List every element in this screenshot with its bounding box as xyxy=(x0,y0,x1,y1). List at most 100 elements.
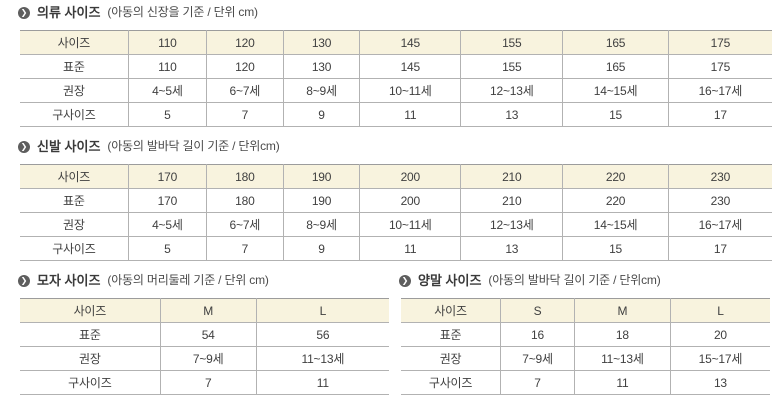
table-row: 구사이즈 5 7 9 11 13 15 17 xyxy=(20,236,772,261)
size-value-cell: L xyxy=(669,298,770,323)
size-value-cell: 9 xyxy=(282,236,360,261)
size-value-cell: 5 xyxy=(127,236,207,261)
size-value-cell: 200 xyxy=(359,164,461,189)
row-label-cell: 표준 xyxy=(20,322,161,347)
table-row: 표준 110 120 130 145 155 165 175 xyxy=(20,54,772,79)
size-value-cell: 13 xyxy=(460,236,563,261)
size-value-cell: 8~9세 xyxy=(282,78,360,103)
row-label-cell: 구사이즈 xyxy=(20,370,161,395)
size-value-cell: 11 xyxy=(359,102,461,127)
size-value-cell: 180 xyxy=(205,164,284,189)
table-row: 표준 170 180 190 200 210 220 230 xyxy=(20,188,772,213)
arrow-bullet-icon: ❯ xyxy=(18,6,30,19)
size-value-cell: 11 xyxy=(359,236,461,261)
section-subtitle-text: (아동의 발바닥 길이 기준 / 단위cm) xyxy=(107,139,280,153)
size-value-cell: 220 xyxy=(562,164,669,189)
clothing-section-title: ❯ 의류 사이즈 (아동의 신장을 기준 / 단위 cm) xyxy=(10,5,772,20)
size-value-cell: 4~5세 xyxy=(127,212,207,237)
size-value-cell: 120 xyxy=(205,30,284,55)
arrow-bullet-icon: ❯ xyxy=(18,140,30,153)
size-value-cell: 120 xyxy=(205,54,284,79)
table-row: 권장 7~9세 11~13세 15~17세 xyxy=(401,346,770,371)
size-value-cell: 7 xyxy=(205,236,284,261)
size-value-cell: 145 xyxy=(359,30,461,55)
size-value-cell: 130 xyxy=(282,30,360,55)
section-hat-sizes: ❯ 모자 사이즈 (아동의 머리둘레 기준 / 단위 cm) 사이즈 M L 표준 54… xyxy=(10,273,391,407)
size-value-cell: 200 xyxy=(359,188,461,213)
table-row: 표준 16 18 20 xyxy=(401,322,770,347)
size-value-cell: 20 xyxy=(669,322,770,347)
size-value-cell: L xyxy=(255,298,389,323)
row-label-cell: 권장 xyxy=(20,78,129,103)
size-value-cell: 230 xyxy=(667,188,772,213)
size-value-cell: 18 xyxy=(573,322,671,347)
row-label-cell: 표준 xyxy=(401,322,501,347)
size-value-cell: 145 xyxy=(359,54,461,79)
shoes-section-title: ❯ 신발 사이즈 (아동의 발바닥 길이 기준 / 단위cm) xyxy=(10,139,772,154)
table-header-row: 사이즈 S M L xyxy=(401,298,770,323)
size-value-cell: 15~17세 xyxy=(669,346,770,371)
size-value-cell: 16~17세 xyxy=(667,78,772,103)
size-value-cell: 4~5세 xyxy=(127,78,207,103)
size-value-cell: 175 xyxy=(667,30,772,55)
row-label-cell: 사이즈 xyxy=(401,298,501,323)
size-value-cell: 54 xyxy=(159,322,257,347)
size-value-cell: 13 xyxy=(669,370,770,395)
hat-section-title: ❯ 모자 사이즈 (아동의 머리둘레 기준 / 단위 cm) xyxy=(10,273,391,288)
table-row: 구사이즈 7 11 13 xyxy=(401,370,770,395)
size-value-cell: 17 xyxy=(667,102,772,127)
sock-size-table: 사이즈 S M L 표준 16 18 20 권장 7~9세 11~13세 15~17세 구사이즈 7 11 1… xyxy=(401,298,770,395)
size-value-cell: 14~15세 xyxy=(562,212,669,237)
size-value-cell: 11 xyxy=(573,370,671,395)
section-title-text: 모자 사이즈 xyxy=(37,273,101,288)
size-value-cell: 11~13세 xyxy=(573,346,671,371)
table-row: 권장 4~5세 6~7세 8~9세 10~11세 12~13세 14~15세 16~17세 xyxy=(20,212,772,237)
size-value-cell: 180 xyxy=(205,188,284,213)
row-label-cell: 권장 xyxy=(401,346,501,371)
size-value-cell: 7 xyxy=(500,370,575,395)
size-value-cell: 11~13세 xyxy=(255,346,389,371)
size-value-cell: 190 xyxy=(282,188,360,213)
section-clothing-sizes: ❯ 의류 사이즈 (아동의 신장을 기준 / 단위 cm) 사이즈 110 120 1… xyxy=(10,5,772,127)
size-value-cell: 7~9세 xyxy=(159,346,257,371)
size-value-cell: 16 xyxy=(500,322,575,347)
size-value-cell: M xyxy=(573,298,671,323)
size-value-cell: 130 xyxy=(282,54,360,79)
size-value-cell: 155 xyxy=(460,54,563,79)
size-value-cell: 14~15세 xyxy=(562,78,669,103)
size-value-cell: 7~9세 xyxy=(500,346,575,371)
row-label-cell: 사이즈 xyxy=(20,164,129,189)
size-value-cell: 6~7세 xyxy=(205,78,284,103)
size-value-cell: 175 xyxy=(667,54,772,79)
section-title-text: 신발 사이즈 xyxy=(37,139,101,154)
row-label-cell: 표준 xyxy=(20,54,129,79)
size-value-cell: 210 xyxy=(460,164,563,189)
section-subtitle-text: (아동의 신장을 기준 / 단위 cm) xyxy=(107,5,258,19)
section-title-text: 의류 사이즈 xyxy=(37,5,101,20)
size-value-cell: 155 xyxy=(460,30,563,55)
size-value-cell: 12~13세 xyxy=(460,78,563,103)
size-value-cell: 230 xyxy=(667,164,772,189)
arrow-bullet-icon: ❯ xyxy=(399,274,411,287)
size-value-cell: 170 xyxy=(127,164,207,189)
row-label-cell: 권장 xyxy=(20,346,161,371)
size-value-cell: 6~7세 xyxy=(205,212,284,237)
table-header-row: 사이즈 M L xyxy=(20,298,389,323)
row-label-cell: 구사이즈 xyxy=(401,370,501,395)
size-value-cell: 8~9세 xyxy=(282,212,360,237)
size-value-cell: 11 xyxy=(255,370,389,395)
row-label-cell: 사이즈 xyxy=(20,30,129,55)
size-value-cell: M xyxy=(159,298,257,323)
table-row: 구사이즈 5 7 9 11 13 15 17 xyxy=(20,102,772,127)
size-value-cell: 110 xyxy=(127,54,207,79)
row-label-cell: 사이즈 xyxy=(20,298,161,323)
size-value-cell: 9 xyxy=(282,102,360,127)
section-shoe-sizes: ❯ 신발 사이즈 (아동의 발바닥 길이 기준 / 단위cm) 사이즈 170 18… xyxy=(10,139,772,261)
size-value-cell: 15 xyxy=(562,102,669,127)
size-value-cell: 220 xyxy=(562,188,669,213)
bottom-sections-row: ❯ 모자 사이즈 (아동의 머리둘레 기준 / 단위 cm) 사이즈 M L 표준 54… xyxy=(10,273,772,407)
clothing-size-table: 사이즈 110 120 130 145 155 165 175 표준 110 120 130 145 15… xyxy=(20,30,772,127)
size-value-cell: 7 xyxy=(159,370,257,395)
socks-section-title: ❯ 양말 사이즈 (아동의 발바닥 길이 기준 / 단위cm) xyxy=(391,273,772,288)
